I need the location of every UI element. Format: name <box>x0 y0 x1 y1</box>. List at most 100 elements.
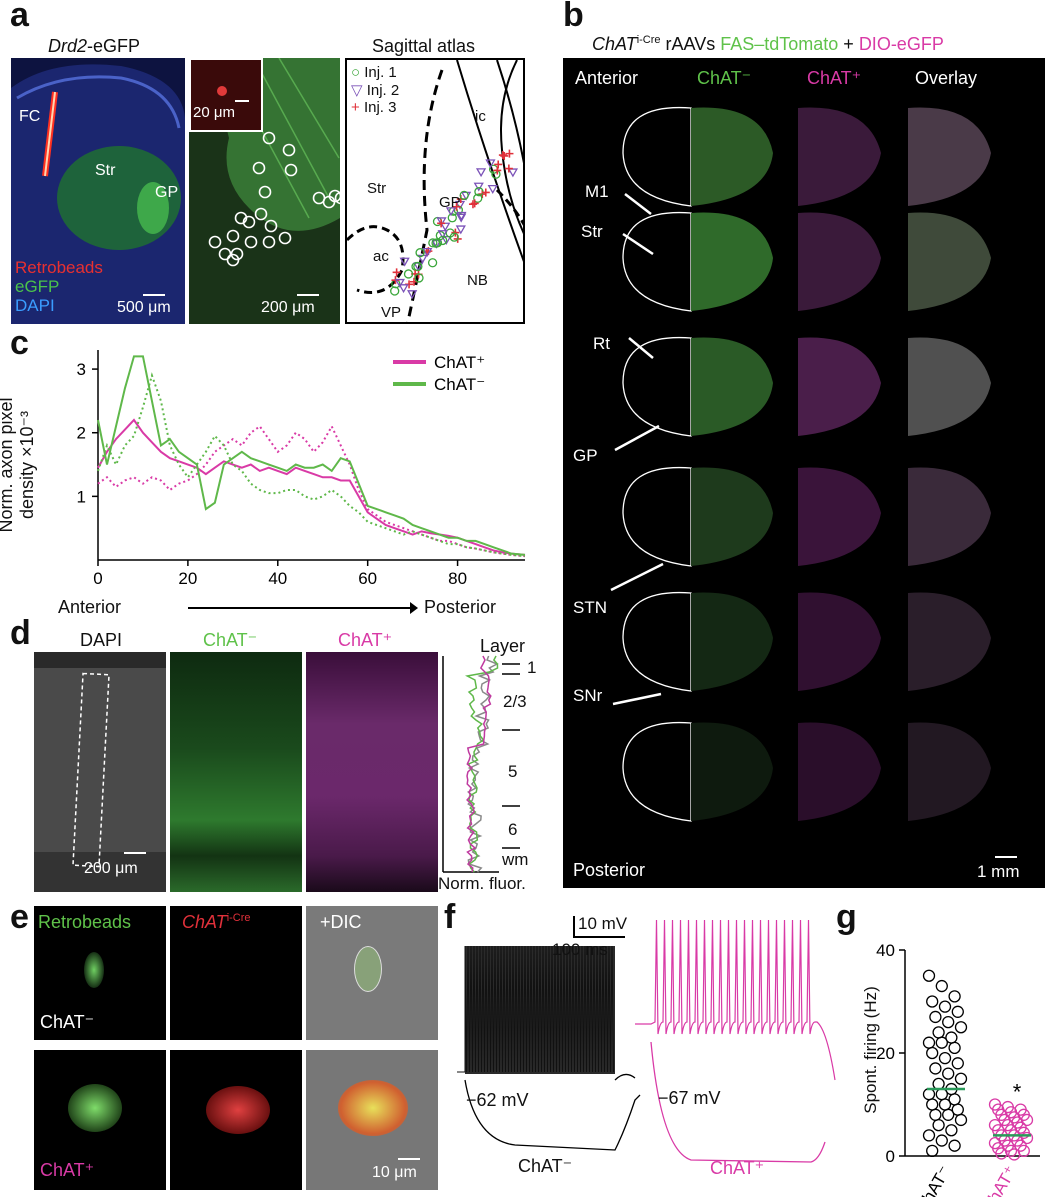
panel-label-f: f <box>444 898 456 936</box>
chat-minus-point <box>938 1051 952 1065</box>
inj2-marker <box>437 230 448 240</box>
labeled-cell-marker <box>242 215 256 229</box>
chat-minus-point <box>954 1021 968 1034</box>
b-posterior: Posterior <box>573 860 646 880</box>
f-label-chat-minus: ChAT⁻ <box>518 1156 573 1176</box>
labeled-cell-marker <box>328 189 340 203</box>
labeled-cell-marker <box>252 161 266 175</box>
region-arrow <box>624 193 652 215</box>
chat-plus-spikes <box>635 919 836 1081</box>
labeled-cell-marker <box>264 219 278 233</box>
scale-b-label: 1 mm <box>977 862 1020 881</box>
c-series-line <box>97 355 526 556</box>
inj3-marker <box>451 228 460 237</box>
atlas-ac: ac <box>373 248 389 265</box>
chat-minus-point <box>929 1108 942 1121</box>
scale-bar-inset <box>235 100 249 102</box>
drd2-egfp-micrograph: FC Str GP Retrobeads eGFP DAPI 500 μm <box>11 58 185 324</box>
c-x-tick-label: 0 <box>93 569 102 588</box>
chat-minus-section <box>691 337 773 436</box>
chat-minus-point <box>948 1139 961 1152</box>
chat-minus-spikes <box>457 945 614 1073</box>
inj2-marker <box>445 207 457 217</box>
chat-minus-point <box>932 1026 945 1039</box>
d-layer-title: Layer <box>480 636 526 656</box>
atlas-ic: ic <box>475 108 486 125</box>
chat-minus-point <box>951 1005 964 1018</box>
c-x-tick-label: 80 <box>448 569 467 588</box>
c-series-line <box>97 424 526 558</box>
inj2-marker <box>485 159 496 169</box>
c-xlabel-posterior: Posterior <box>424 597 497 617</box>
e-col-dic: +DIC <box>320 912 362 932</box>
region-stn: STN <box>573 598 607 617</box>
inj3-marker <box>437 219 446 228</box>
panel-b-image: Anterior ChAT⁻ ChAT⁺ Overlay M1 Str Rt G… <box>563 58 1045 888</box>
chat-minus-point <box>922 969 936 982</box>
chat-plus-hyperpol <box>650 1041 826 1163</box>
region-arrow <box>614 424 660 452</box>
inj1-marker <box>431 238 441 248</box>
labeled-cell-marker <box>230 247 244 261</box>
labeled-cell-marker <box>254 207 268 221</box>
chat-minus-point <box>935 1088 948 1101</box>
inj2-marker <box>475 168 487 178</box>
d-header-chat-plus: ChAT⁺ <box>338 630 393 650</box>
inj3-marker <box>504 164 513 173</box>
chat-plus-section <box>798 722 881 821</box>
scale-main-label: 500 μm <box>117 299 171 316</box>
overlay-section <box>908 467 991 566</box>
d-header-dapi: DAPI <box>80 630 123 650</box>
injection-markers <box>390 149 519 300</box>
region-gp: GP <box>573 446 598 465</box>
inj2-marker <box>398 284 409 294</box>
layer-ticks <box>502 663 520 849</box>
chat-plus-section <box>798 467 881 566</box>
overlay-section <box>908 212 991 311</box>
inj-legend-2: ▽ Inj. 2 <box>351 82 400 99</box>
atlas-section-outline <box>622 336 692 437</box>
inj2-marker <box>441 235 452 245</box>
chat-minus-section <box>691 722 773 821</box>
overlay-section <box>908 107 991 206</box>
brain-sections <box>610 106 991 822</box>
scale-zoom-label: 200 μm <box>261 299 315 316</box>
atlas-section-outline <box>622 591 692 692</box>
legend-egfp: eGFP <box>15 277 60 296</box>
chat-minus-point <box>932 1118 945 1132</box>
panel-label-b: b <box>563 0 584 34</box>
e-retrobeads-top: Retrobeads ChAT⁻ <box>34 906 166 1040</box>
labeled-cell-marker <box>284 163 298 177</box>
e-chat-cre-bottom <box>170 1050 302 1190</box>
panel-a-title: Drd2-eGFP <box>48 36 141 56</box>
retrobead-inset: 20 μm <box>189 58 263 132</box>
chat-plus-point <box>1020 1113 1034 1127</box>
scale-mv-label: 10 mV <box>578 914 628 933</box>
dapi-texture <box>34 652 166 892</box>
scale-bar-e <box>398 1158 420 1160</box>
chat-minus-section <box>691 592 773 691</box>
b-header-overlay: Overlay <box>915 68 978 88</box>
f-label-chat-plus: ChAT⁺ <box>710 1158 765 1178</box>
layer-1: 1 <box>527 658 537 677</box>
atlas-section-outline <box>622 466 692 567</box>
layer-6: 6 <box>508 820 518 839</box>
g-xlabel-chat-minus: ChAT⁻ <box>912 1163 954 1197</box>
c-arrow <box>188 602 418 614</box>
c-y-tick-label: 1 <box>77 487 86 506</box>
g-y-tick-label: 0 <box>886 1147 895 1166</box>
atlas-drawing <box>347 60 523 322</box>
inj2-marker <box>473 182 484 192</box>
chat-minus-point <box>938 1000 952 1013</box>
chat-plus-section <box>798 107 881 206</box>
b-header-anterior: Anterior <box>575 68 639 88</box>
chat-minus-point <box>926 1144 939 1158</box>
g-y-tick-label: 40 <box>876 941 895 960</box>
brain-slice-drawing <box>11 64 185 324</box>
inj2-marker <box>422 248 433 257</box>
inj3-marker <box>494 160 503 169</box>
chat-minus-point <box>922 1088 936 1101</box>
layer-2-3: 2/3 <box>503 692 527 711</box>
inj3-marker <box>392 268 401 277</box>
spontaneous-firing-chart: 0 20 40 * ChAT⁻ ChAT⁺ <box>876 941 1040 1197</box>
